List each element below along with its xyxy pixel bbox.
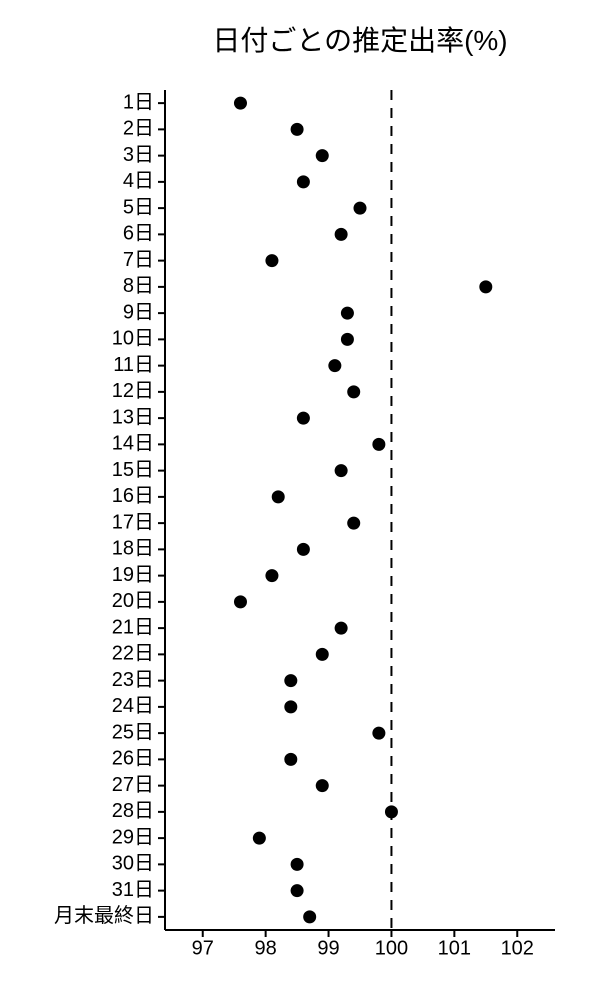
x-tick-label: 101 [438, 938, 471, 960]
data-point [297, 412, 310, 425]
y-tick-label: 9日 [123, 301, 154, 323]
data-point [328, 359, 341, 372]
x-tick-label: 98 [255, 938, 277, 960]
x-tick-label: 97 [192, 938, 214, 960]
y-tick-label: 12日 [112, 380, 154, 402]
dot-chart: 日付ごとの推定出率(%) 1日 2日 3日 4日 5日 6日 7日 8日 9日 10日 11日 12日 1… [0, 0, 600, 1000]
y-tick-label: 30日 [112, 853, 154, 875]
data-point [291, 884, 304, 897]
data-point [479, 280, 492, 293]
y-tick-label: 18日 [112, 538, 154, 560]
y-tick-label: 16日 [112, 485, 154, 507]
data-point [291, 858, 304, 871]
y-tick-label: 27日 [112, 774, 154, 796]
y-tick-label: 21日 [112, 616, 154, 638]
x-tick-label: 99 [317, 938, 339, 960]
data-point [291, 123, 304, 136]
chart-container: 日付ごとの推定出率(%) 1日 2日 3日 4日 5日 6日 7日 8日 9日 10日 11日 12日 1… [0, 0, 600, 1000]
y-tick-label: 31日 [112, 879, 154, 901]
data-point [347, 517, 360, 530]
y-tick-label: 25日 [112, 721, 154, 743]
data-point [297, 175, 310, 188]
data-point [316, 779, 329, 792]
data-point [385, 805, 398, 818]
data-point [335, 228, 348, 241]
data-point [284, 674, 297, 687]
data-point [265, 254, 278, 267]
y-tick-label: 29日 [112, 826, 154, 848]
data-point [253, 832, 266, 845]
y-tick-label: 20日 [112, 590, 154, 612]
data-point [234, 97, 247, 110]
y-tick-label: 19日 [112, 564, 154, 586]
data-point [341, 333, 354, 346]
y-tick-label: 11日 [113, 354, 154, 376]
y-tick-label: 24日 [112, 695, 154, 717]
y-tick-label: 4日 [123, 170, 154, 192]
data-point [265, 569, 278, 582]
y-tick-label: 15日 [112, 459, 154, 481]
data-point [284, 700, 297, 713]
data-point [372, 438, 385, 451]
data-point [303, 910, 316, 923]
y-tick-label: 6日 [123, 223, 154, 245]
y-tick-label: 2日 [123, 118, 154, 140]
data-point [341, 307, 354, 320]
data-point [272, 490, 285, 503]
y-tick-label: 23日 [112, 669, 154, 691]
y-tick-label: 8日 [123, 275, 154, 297]
y-tick-label: 月末最終日 [54, 904, 154, 927]
data-point [297, 543, 310, 556]
data-point [316, 149, 329, 162]
y-tick-label: 26日 [112, 748, 154, 770]
y-tick-label: 17日 [112, 511, 154, 533]
data-point [335, 622, 348, 635]
y-tick-label: 22日 [112, 643, 154, 665]
y-tick-label: 7日 [123, 249, 154, 271]
y-tick-label: 1日 [123, 91, 154, 113]
x-tick-label: 100 [375, 938, 408, 960]
x-tick-label: 102 [501, 938, 534, 960]
data-point [316, 648, 329, 661]
data-point [347, 385, 360, 398]
y-tick-label: 14日 [112, 433, 154, 455]
y-tick-label: 13日 [112, 406, 154, 428]
y-tick-label: 3日 [123, 144, 154, 166]
data-point [234, 595, 247, 608]
y-tick-label: 28日 [112, 800, 154, 822]
y-tick-label: 5日 [123, 196, 154, 218]
chart-title: 日付ごとの推定出率(%) [212, 25, 507, 56]
data-point [354, 202, 367, 215]
y-tick-label: 10日 [112, 328, 154, 350]
data-point [372, 727, 385, 740]
data-point [335, 464, 348, 477]
data-point [284, 753, 297, 766]
